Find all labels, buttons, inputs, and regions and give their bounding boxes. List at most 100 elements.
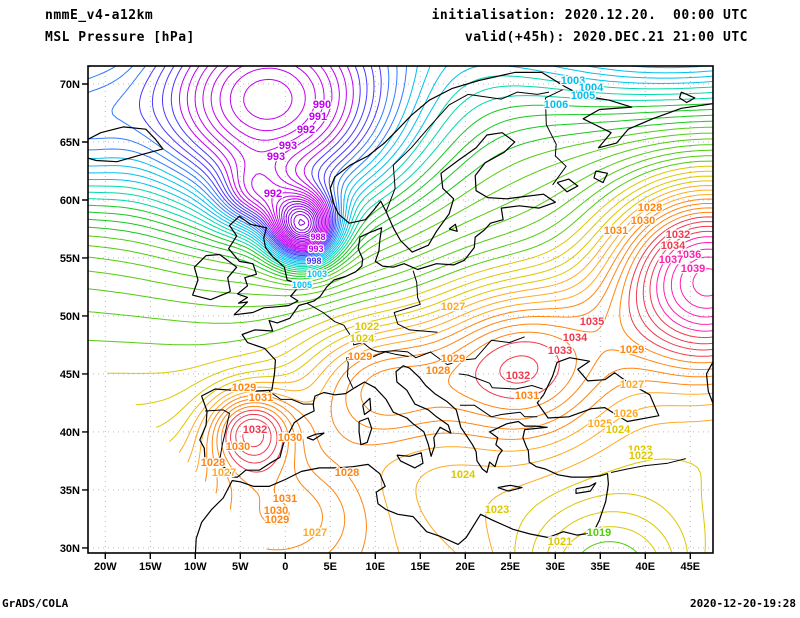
contour-label: 1035 [580,316,604,328]
contour-label: 1027 [620,379,644,391]
contour-label: 988 [310,232,325,242]
contour-label: 1030 [278,432,302,444]
isobar-set [281,200,319,241]
lon-tick-label: 10E [366,561,386,573]
isobar-set [656,236,713,332]
contour-label: 1024 [451,469,476,481]
grads-credit: GrADS/COLA [2,597,69,610]
contour-label: 1029 [232,382,256,394]
lon-tick-label: 0 [282,561,288,573]
contour-label: 1024 [606,424,631,436]
isobar-set [88,66,407,260]
contour-label: 1024 [350,333,375,345]
lon-tick-label: 45E [681,561,701,573]
isobar-set [88,126,713,553]
contour-label: 1037 [659,254,683,266]
contour-label: 1029 [348,351,372,363]
contour-label: 1022 [355,321,379,333]
contour-label: 1005 [292,280,312,290]
lat-tick-label: 35N [60,485,80,497]
data-void-mask [88,352,270,553]
contour-label: 1005 [571,90,595,102]
contour-label: 1032 [506,370,530,382]
contour-label: 1021 [548,536,572,548]
contour-label: 1029 [620,344,644,356]
contour-label: 1031 [515,390,539,402]
lon-tick-label: 40E [636,561,656,573]
contour-label: 1033 [548,345,572,357]
contour-label: 1028 [201,457,225,469]
lon-tick-label: 5E [324,561,337,573]
contour-label: 1023 [485,504,509,516]
init-time-label: initialisation: 2020.12.20. 00:00 UTC [431,8,748,23]
lat-tick-label: 50N [60,311,80,323]
lat-tick-label: 30N [60,543,80,555]
isobar-set [88,165,713,553]
contour-label: 1026 [614,408,638,420]
contour-label: 1036 [677,249,701,261]
lat-tick-label: 55N [60,253,80,265]
contour-label: 1022 [629,450,653,462]
lat-tick-label: 40N [60,427,80,439]
lon-tick-label: 20W [94,561,117,573]
contour-label: 1028 [335,467,359,479]
model-title: nmmE_v4-a12km [45,8,154,23]
contour-label: 1004 [579,82,604,94]
contour-label: 1025 [588,418,612,430]
lon-tick-label: 15E [411,561,431,573]
contour-label: 1031 [249,392,273,404]
contour-label: 1027 [441,301,465,313]
lat-tick-label: 45N [60,369,80,381]
plot-frame [87,65,714,554]
contour-label: 992 [297,124,315,136]
axis-ticks [82,83,691,559]
isobar-set [179,66,354,252]
contour-label: 993 [267,151,285,163]
contour-label: 990 [313,99,331,111]
country-borders [205,89,686,473]
contour-label: 1030 [631,215,655,227]
contour-label: 998 [306,256,321,266]
contour-label: 1030 [264,505,288,517]
contour-label: 1003 [561,75,585,87]
contour-label: 1029 [265,514,289,526]
lat-tick-label: 65N [60,137,80,149]
isobar-set [225,216,713,473]
lon-tick-label: 35E [591,561,611,573]
lon-tick-label: 20E [456,561,476,573]
coastlines [88,71,713,553]
contour-label: 1028 [426,365,450,377]
contour-label: 1032 [666,229,690,241]
contour-label: 1006 [544,99,568,111]
lon-tick-label: 25E [501,561,521,573]
lon-tick-label: 5W [232,561,249,573]
contour-label: 1031 [604,225,628,237]
isobar-set [88,75,713,271]
axis-labels: 20W 15W 10W 5W 0 5E 10E 15E 20E 25E 30E 35E 40E 45E 70… [60,79,700,573]
contour-label: 992 [264,188,282,200]
contour-label: 1034 [563,332,588,344]
contour-label: 1029 [441,353,465,365]
contour-label: 993 [279,140,297,152]
map-frame [82,65,714,559]
contour-label: 993 [308,244,323,254]
contour-label: 1028 [638,202,662,214]
coastlines [88,71,713,553]
contour-label: 991 [309,111,327,123]
isobar-set [139,66,382,256]
contour-label: 1030 [226,441,250,453]
contour-label: 1027 [212,467,236,479]
contour-label: 1034 [661,240,686,252]
contour-label: 1032 [243,424,267,436]
field-title: MSL Pressure [hPa] [45,30,195,45]
lat-tick-label: 70N [60,79,80,91]
country-borders [205,89,686,473]
lon-tick-label: 15W [139,561,162,573]
plot-timestamp: 2020-12-20-19:28 [690,597,796,610]
valid-time-label: valid(+45h): 2020.DEC.21 21:00 UTC [464,30,748,45]
contour-label: 1039 [681,263,705,275]
lon-tick-label: 10W [184,561,207,573]
